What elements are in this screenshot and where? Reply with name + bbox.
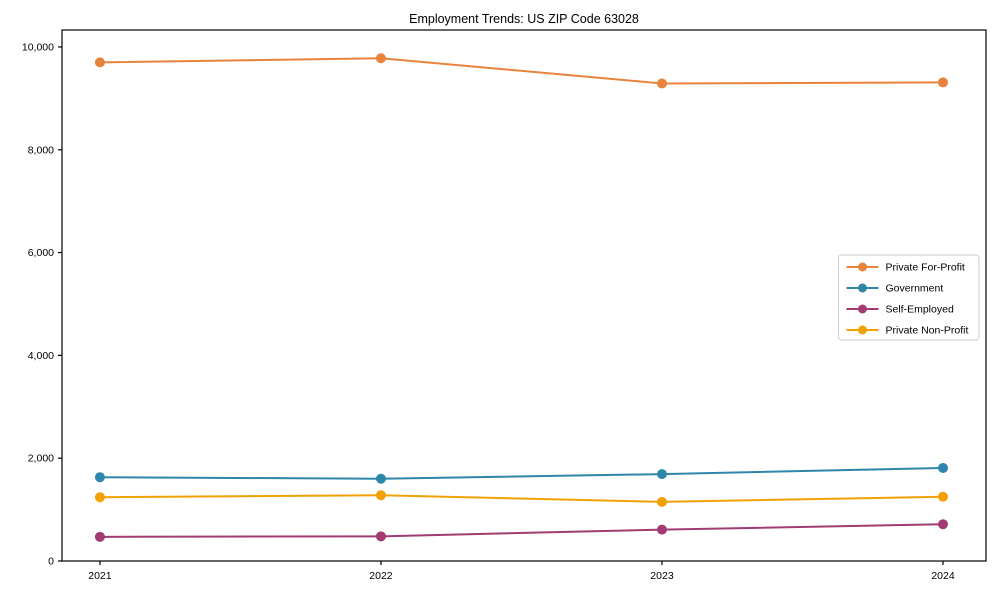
series-line-private-for-profit — [98, 57, 945, 85]
x-tick-label: 2021 — [88, 570, 112, 582]
series-line-government — [98, 466, 945, 480]
chart-title: Employment Trends: US ZIP Code 63028 — [409, 12, 639, 26]
series-line-self-employed — [98, 523, 945, 538]
legend-item-label-private-for-profit: Private For-Profit — [886, 262, 965, 274]
data-point-government-2023 — [656, 469, 667, 480]
x-tick-label: 2023 — [650, 570, 674, 582]
data-point-self-employed-2021 — [94, 531, 105, 542]
data-point-government-2021 — [94, 472, 105, 483]
data-point-self-employed-2024 — [938, 519, 949, 530]
legend-sample-marker-self-employed — [858, 304, 867, 314]
data-point-private-for-profit-2023 — [656, 78, 667, 89]
legend-item-label-self-employed: Self-Employed — [886, 304, 954, 316]
data-point-private-non-profit-2024 — [938, 491, 949, 502]
data-point-self-employed-2022 — [375, 531, 386, 542]
y-tick-label: 10,000 — [22, 41, 54, 53]
data-point-private-for-profit-2024 — [938, 77, 949, 88]
y-tick-label: 6,000 — [28, 247, 54, 259]
data-point-private-for-profit-2021 — [94, 57, 105, 68]
data-point-private-for-profit-2022 — [375, 53, 386, 64]
data-point-self-employed-2023 — [656, 524, 667, 535]
y-tick-label: 4,000 — [28, 350, 54, 362]
y-tick-label: 2,000 — [28, 453, 54, 465]
legend-item-label-private-non-profit: Private Non-Profit — [886, 325, 969, 337]
data-point-private-non-profit-2021 — [94, 492, 105, 503]
legend-box — [838, 254, 980, 341]
data-point-private-non-profit-2022 — [375, 490, 386, 501]
legend-sample-marker-private-non-profit — [858, 325, 867, 335]
legend-item-label-government: Government — [886, 283, 944, 295]
y-tick-label: 0 — [48, 556, 54, 568]
series-line-private-non-profit — [98, 494, 945, 503]
data-point-government-2022 — [375, 473, 386, 484]
data-point-government-2024 — [938, 462, 949, 473]
legend-sample-marker-government — [858, 283, 867, 293]
plot-border — [61, 29, 987, 562]
y-tick-label: 8,000 — [28, 144, 54, 156]
x-tick-label: 2022 — [369, 570, 393, 582]
x-tick-label: 2024 — [931, 570, 955, 582]
data-point-private-non-profit-2023 — [656, 496, 667, 507]
legend-sample-marker-private-for-profit — [858, 262, 867, 272]
